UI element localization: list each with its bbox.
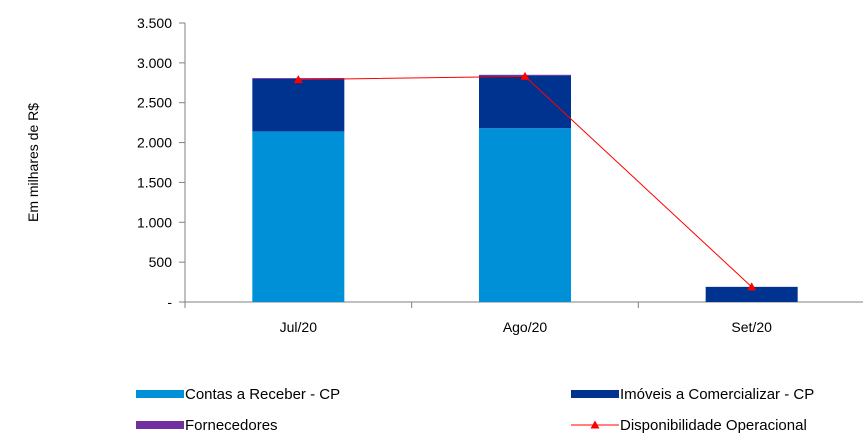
y-tick-label: 1.000 bbox=[137, 214, 172, 230]
bar-segment bbox=[705, 286, 798, 302]
legend-label: Imóveis a Comercializar - CP bbox=[620, 386, 814, 403]
y-tick-label: 2.500 bbox=[137, 95, 172, 111]
bar-segment bbox=[252, 78, 345, 132]
x-tick-label: Jul/20 bbox=[280, 319, 318, 335]
y-tick-label: 500 bbox=[149, 254, 173, 270]
y-tick-label: 3.500 bbox=[137, 15, 172, 31]
line-marker bbox=[520, 71, 530, 80]
legend-swatch bbox=[136, 390, 184, 398]
y-tick-label: 2.000 bbox=[137, 135, 172, 151]
plot-area: - 500 1.000 1.500 2.000 2.500 3.000 3.500 Jul/20… bbox=[25, 15, 863, 335]
line-marker bbox=[293, 75, 303, 84]
bar-segment bbox=[479, 128, 571, 302]
legend-swatch bbox=[136, 421, 184, 429]
legend-swatch bbox=[571, 390, 619, 398]
y-tick-label: - bbox=[167, 294, 172, 310]
y-tick-label: 1.500 bbox=[137, 174, 172, 190]
bar-segment bbox=[252, 131, 345, 302]
legend-marker bbox=[590, 420, 600, 429]
bar-segment bbox=[479, 75, 571, 129]
legend-label: Disponibilidade Operacional bbox=[620, 417, 807, 434]
x-tick-label: Ago/20 bbox=[503, 319, 548, 335]
y-tick-label: 3.000 bbox=[137, 55, 172, 71]
x-tick-label: Set/20 bbox=[731, 319, 772, 335]
legend-label: Fornecedores bbox=[185, 417, 278, 434]
line-marker bbox=[747, 282, 757, 291]
legend: Contas a Receber - CP Imóveis a Comercial… bbox=[136, 386, 814, 434]
y-axis-title: Em milhares de R$ bbox=[25, 103, 41, 222]
legend-label: Contas a Receber - CP bbox=[185, 386, 340, 403]
